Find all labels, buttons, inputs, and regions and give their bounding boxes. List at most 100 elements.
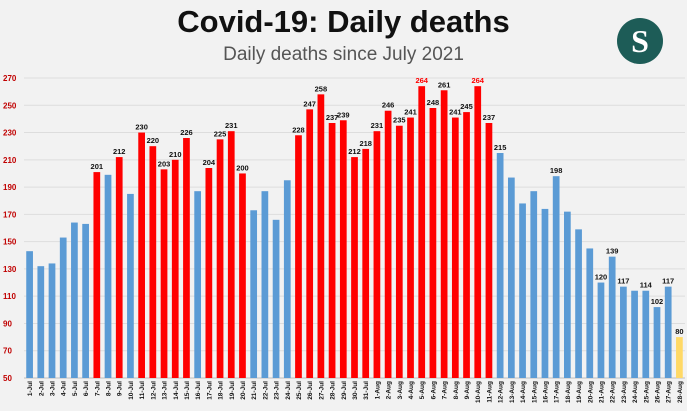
x-tick-label: 5-Jul	[72, 381, 79, 396]
bar	[552, 176, 560, 378]
x-tick-label: 28-Aug	[677, 381, 684, 403]
bar	[384, 110, 392, 378]
x-tick-label: 2-Jul	[38, 381, 45, 396]
x-tick-label: 16-Jul	[195, 381, 202, 400]
x-tick-label: 28-Jul	[330, 381, 337, 400]
y-tick-label: 210	[3, 156, 17, 165]
bar	[328, 123, 336, 378]
x-tick-label: 27-Jul	[318, 381, 325, 400]
bar	[149, 146, 157, 378]
bar	[586, 248, 594, 378]
x-tick-label: 17-Jul	[206, 381, 213, 400]
x-tick-label: 18-Jul	[218, 381, 225, 400]
data-label: 198	[550, 166, 563, 175]
x-tick-label: 12-Aug	[498, 381, 505, 403]
x-tick-label: 4-Aug	[408, 381, 415, 399]
chart-subtitle: Daily deaths since July 2021	[223, 44, 464, 65]
data-label: 239	[337, 110, 350, 119]
data-label: 241	[449, 108, 462, 117]
x-tick-label: 3-Aug	[397, 381, 404, 399]
data-label: 247	[303, 99, 316, 108]
bar	[620, 286, 627, 378]
bar	[463, 112, 470, 378]
bar	[160, 169, 168, 378]
data-label: 200	[236, 163, 249, 172]
data-label: 225	[214, 129, 227, 138]
x-tick-label: 31-Jul	[363, 381, 370, 400]
data-label: 235	[393, 116, 406, 125]
bar	[676, 337, 683, 378]
bar	[216, 139, 224, 378]
data-label: 117	[662, 277, 674, 286]
bar	[171, 159, 179, 378]
data-label: 237	[483, 113, 496, 122]
x-tick-label: 6-Jul	[83, 381, 90, 396]
data-label: 139	[606, 247, 619, 256]
bar	[71, 222, 78, 378]
data-label: 117	[617, 277, 629, 286]
x-tick-label: 8-Aug	[453, 381, 460, 399]
x-tick-label: 11-Jul	[139, 381, 146, 400]
y-tick-label: 110	[3, 292, 16, 301]
bar	[272, 219, 280, 378]
data-label: 261	[438, 80, 451, 89]
bar	[631, 290, 638, 378]
x-tick-label: 17-Aug	[554, 381, 561, 403]
x-tick-label: 6-Aug	[430, 381, 437, 399]
bar	[597, 282, 605, 378]
data-label: 201	[91, 162, 104, 171]
x-tick-label: 18-Aug	[565, 381, 572, 403]
x-tick-label: 12-Jul	[150, 381, 157, 400]
bar	[339, 120, 347, 379]
bar	[642, 290, 650, 378]
data-label: 258	[315, 84, 328, 93]
x-tick-label: 4-Jul	[61, 381, 68, 396]
bar	[295, 135, 302, 378]
data-label: 237	[326, 113, 339, 122]
bar	[82, 223, 89, 378]
bar	[26, 251, 33, 378]
bar	[407, 117, 414, 379]
data-label: 231	[225, 121, 238, 130]
chart-title: Covid-19: Daily deaths	[177, 4, 510, 39]
data-label: 231	[371, 121, 384, 130]
x-tick-label: 24-Aug	[632, 381, 639, 403]
bar	[104, 174, 112, 378]
x-tick-label: 15-Aug	[531, 381, 538, 403]
data-label: 264	[471, 76, 484, 85]
data-label: 212	[348, 147, 361, 156]
x-tick-label: 27-Aug	[666, 381, 673, 403]
y-tick-label: 270	[3, 74, 17, 83]
bar	[451, 117, 459, 379]
x-tick-label: 7-Aug	[442, 381, 449, 399]
bar	[507, 177, 515, 378]
x-tick-label: 10-Aug	[475, 381, 482, 403]
data-label: 204	[203, 158, 216, 167]
x-tick-label: 26-Aug	[654, 381, 661, 403]
y-tick-label: 190	[3, 183, 17, 192]
x-tick-label: 21-Jul	[251, 381, 258, 400]
x-tick-label: 22-Aug	[610, 381, 617, 403]
x-tick-label: 13-Jul	[162, 381, 169, 400]
bar	[664, 286, 672, 378]
data-label: 226	[180, 128, 193, 137]
bar	[37, 266, 45, 378]
bar	[395, 125, 403, 378]
x-tick-label: 1-Aug	[374, 381, 381, 399]
data-label: 210	[169, 150, 182, 159]
bar	[261, 191, 269, 378]
y-tick-label: 130	[3, 265, 17, 274]
bar	[59, 237, 67, 378]
bar	[496, 153, 504, 378]
bar	[93, 172, 101, 378]
data-label: 114	[640, 281, 653, 290]
bar	[48, 263, 56, 378]
x-tick-label: 21-Aug	[598, 381, 605, 403]
x-tick-label: 8-Jul	[106, 381, 113, 396]
x-tick-label: 25-Aug	[643, 381, 650, 403]
bar	[183, 138, 190, 378]
data-label: 203	[158, 159, 171, 168]
data-label: 220	[147, 136, 160, 145]
brand-logo-icon: S	[617, 18, 663, 64]
